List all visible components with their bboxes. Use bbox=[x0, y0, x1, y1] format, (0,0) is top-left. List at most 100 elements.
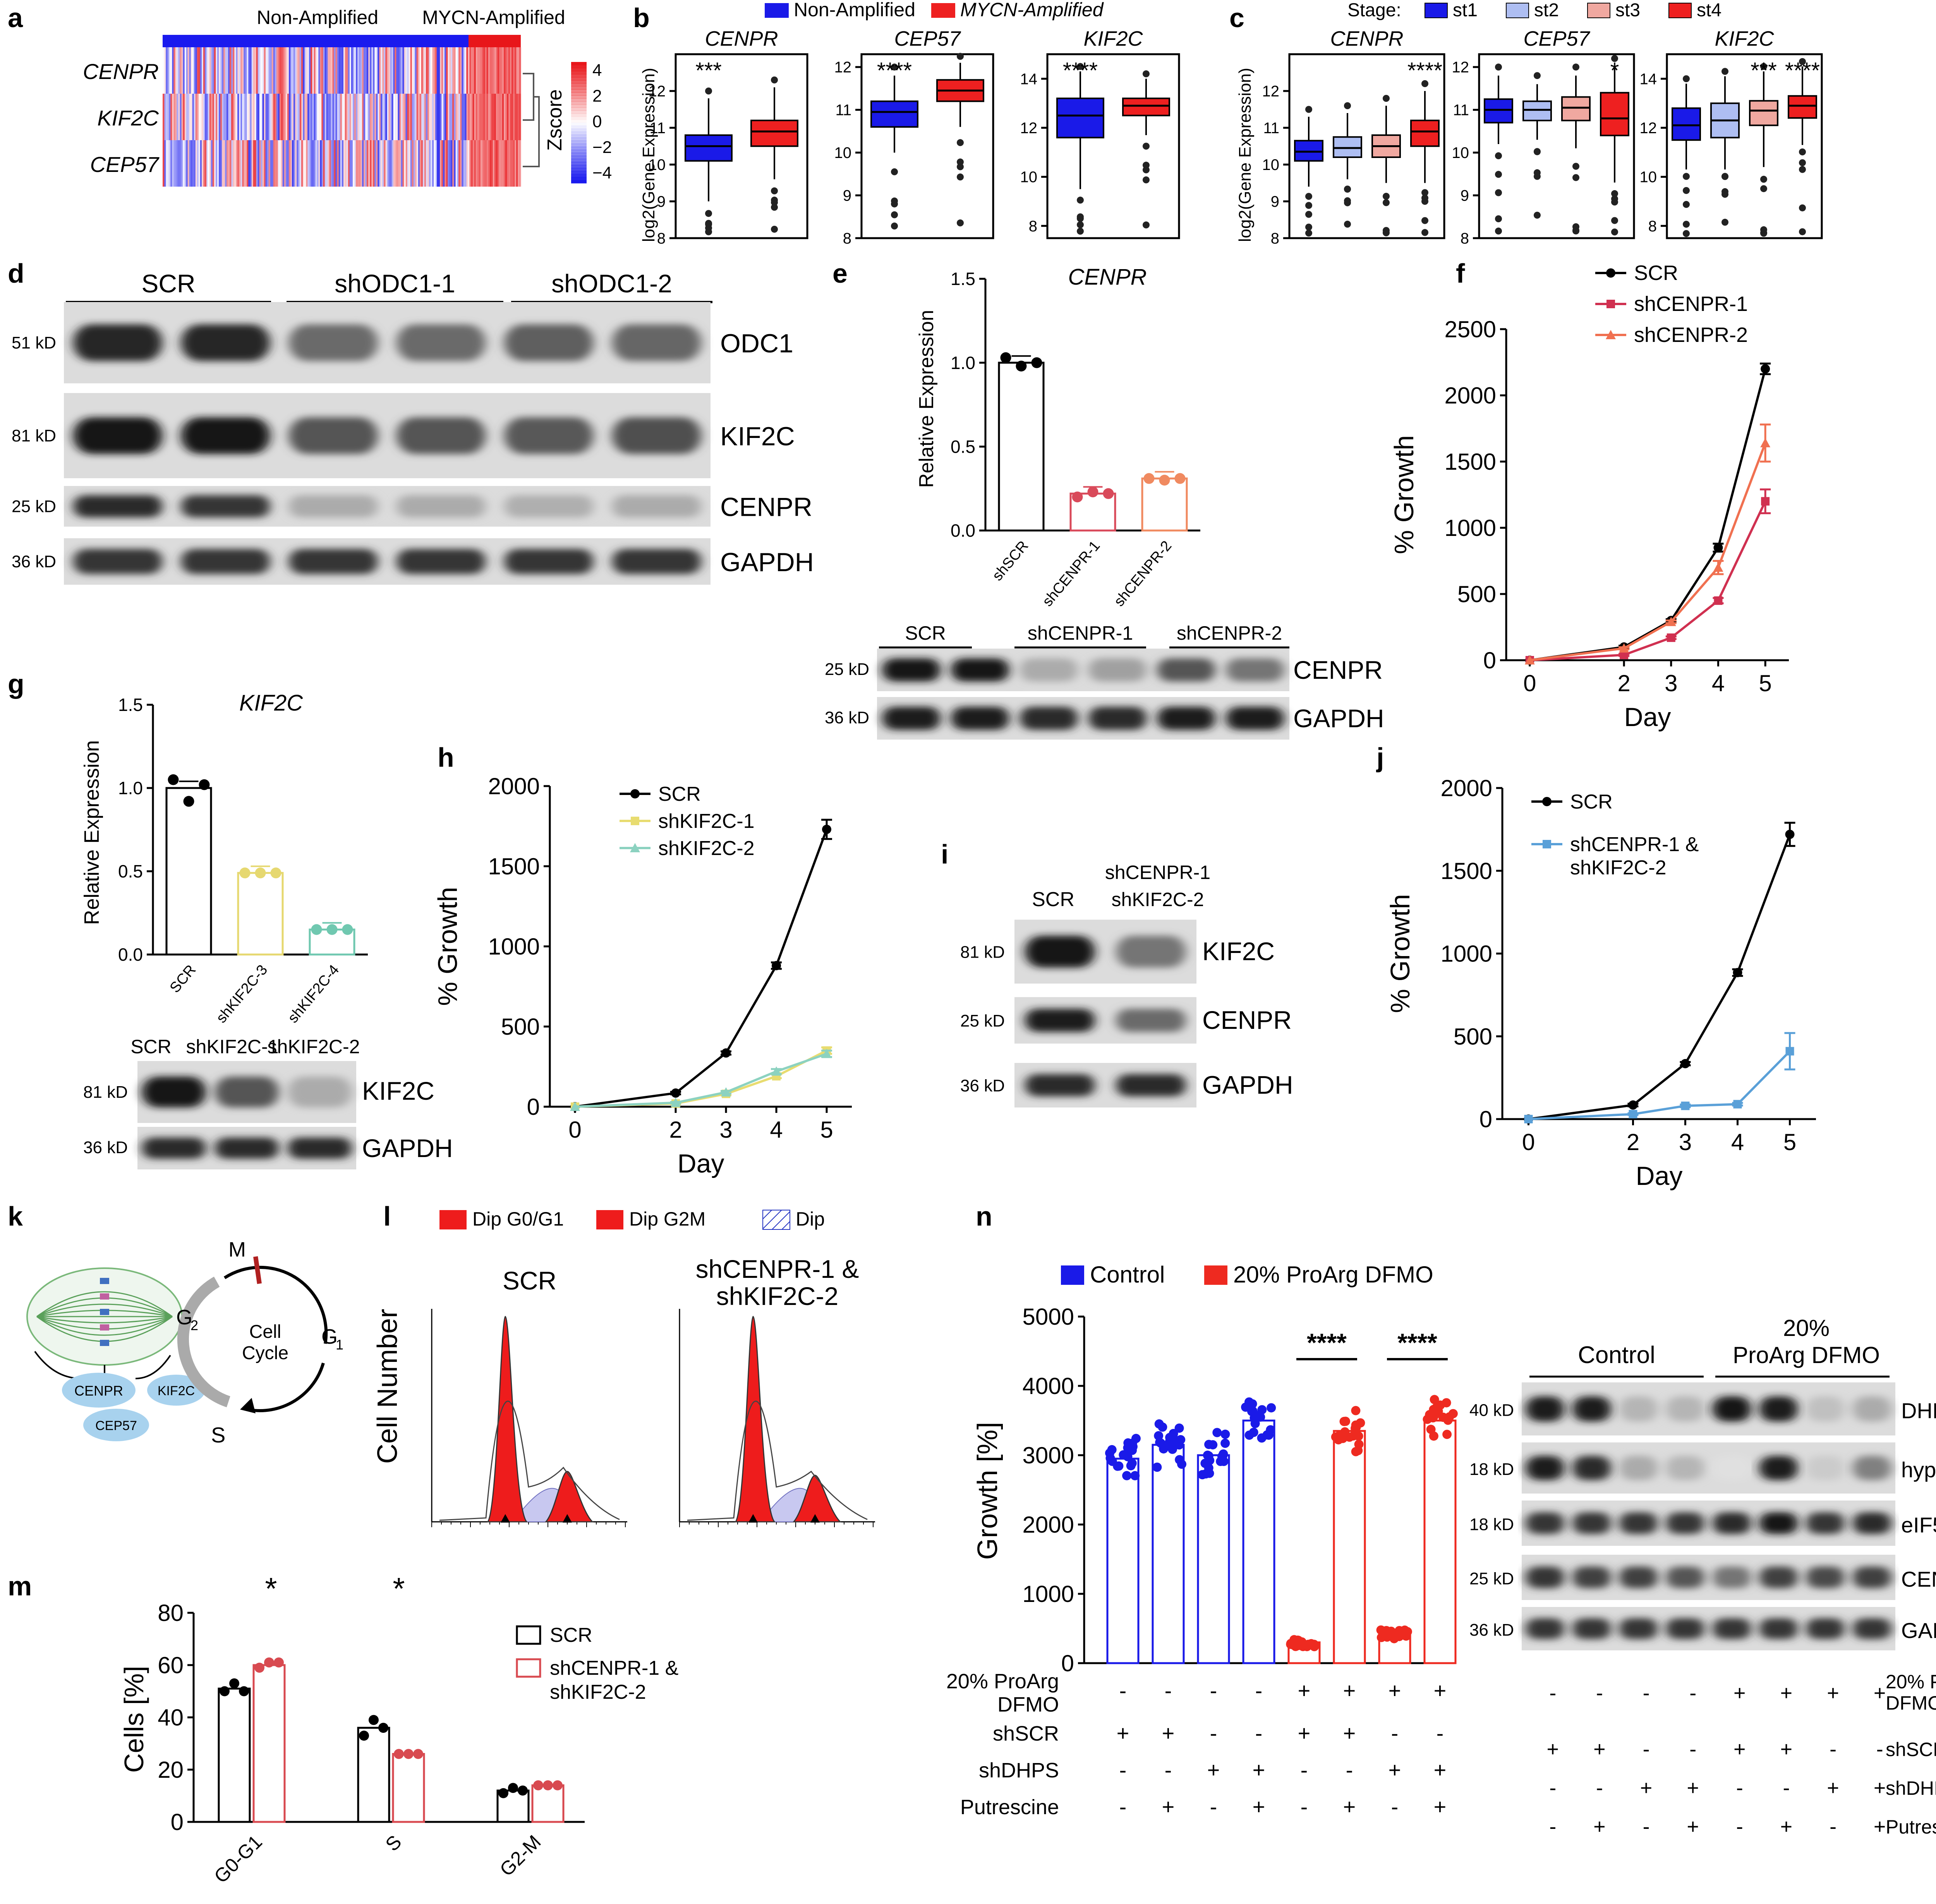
condition-mark: + bbox=[1780, 1737, 1793, 1761]
bar bbox=[998, 362, 1045, 532]
heat-cell bbox=[465, 94, 467, 140]
data-point bbox=[1761, 364, 1770, 374]
data-point bbox=[1212, 1428, 1222, 1437]
colorbar-step bbox=[571, 125, 587, 129]
heat-cell bbox=[518, 94, 520, 140]
heat-cell bbox=[292, 94, 294, 140]
kd-marker: 36 kD bbox=[825, 708, 869, 727]
blot-row-band bbox=[882, 658, 941, 682]
colorbar-step bbox=[571, 80, 587, 84]
colorbar-step bbox=[571, 92, 587, 96]
outlier bbox=[1534, 211, 1541, 219]
heat-cell bbox=[398, 47, 400, 94]
heat-cell bbox=[500, 140, 503, 187]
heat-cell bbox=[462, 47, 463, 94]
box bbox=[1561, 96, 1591, 122]
heat-cell bbox=[292, 47, 294, 94]
heat-cell bbox=[421, 94, 423, 140]
condition-mark: + bbox=[1874, 1776, 1886, 1799]
heat-cell bbox=[204, 47, 207, 94]
heat-cell bbox=[221, 94, 224, 140]
outlier bbox=[1534, 148, 1541, 155]
heat-cell bbox=[284, 47, 286, 94]
heat-cell bbox=[482, 140, 484, 187]
data-point bbox=[1103, 488, 1114, 499]
cycle-arrowhead bbox=[240, 1398, 256, 1413]
heat-cell bbox=[268, 140, 271, 187]
lane-group-label: SCR bbox=[141, 269, 195, 298]
lane-group-label: SCR bbox=[905, 622, 946, 644]
heat-cell bbox=[432, 94, 434, 140]
heat-cell bbox=[466, 47, 468, 94]
outlier bbox=[1534, 169, 1541, 177]
heat-cell bbox=[390, 94, 392, 140]
heat-cell bbox=[469, 47, 471, 94]
heat-cell bbox=[457, 94, 459, 140]
condition-mark: - bbox=[1689, 1737, 1696, 1761]
heat-cell bbox=[318, 140, 320, 187]
heat-cell bbox=[267, 140, 269, 187]
heat-cell bbox=[396, 47, 398, 94]
legend-swatch bbox=[1587, 3, 1610, 18]
colorbar-step bbox=[571, 131, 587, 135]
data-point bbox=[1443, 1415, 1453, 1425]
lane-label: shKIF2C-2 bbox=[1112, 889, 1204, 910]
heat-cell bbox=[278, 140, 280, 187]
heat-cell bbox=[451, 94, 453, 140]
outlier bbox=[1683, 221, 1690, 228]
tick-label: 2 bbox=[1617, 670, 1630, 696]
heat-cell bbox=[410, 140, 412, 187]
protein-label: CENPR bbox=[74, 1383, 123, 1399]
heat-cell bbox=[335, 140, 337, 187]
heat-cell bbox=[345, 140, 347, 187]
heat-cell bbox=[256, 94, 258, 140]
heat-cell bbox=[382, 47, 384, 94]
data-point bbox=[1713, 562, 1723, 572]
legend-label: MYCN-Amplified bbox=[960, 0, 1104, 21]
heat-cell bbox=[471, 140, 473, 187]
tick-label: 500 bbox=[1457, 581, 1496, 607]
condition-mark: + bbox=[1434, 1678, 1447, 1703]
heat-cell bbox=[195, 94, 197, 140]
heat-cell bbox=[237, 140, 239, 187]
heat-cell bbox=[296, 140, 299, 187]
heat-cell bbox=[462, 140, 463, 187]
data-point bbox=[311, 924, 322, 935]
lane-group-label: 20% bbox=[1783, 1315, 1830, 1341]
heat-cell bbox=[323, 140, 325, 187]
heat-cell bbox=[209, 94, 211, 140]
heat-cell bbox=[479, 94, 481, 140]
legend-label: shCENPR-1 & bbox=[550, 1657, 678, 1679]
heat-cell bbox=[331, 94, 333, 140]
significance: **** bbox=[1397, 1328, 1437, 1357]
legend-label: shKIF2C-1 bbox=[658, 810, 755, 833]
heat-cell bbox=[399, 140, 401, 187]
cenpr-bubble bbox=[62, 1373, 136, 1408]
heat-cell bbox=[315, 47, 317, 94]
data-point bbox=[1000, 352, 1011, 363]
heat-cell bbox=[312, 47, 314, 94]
blot-row-band bbox=[612, 324, 701, 361]
heat-cell bbox=[254, 94, 256, 140]
heat-cell bbox=[226, 140, 228, 187]
heat-cell bbox=[387, 47, 389, 94]
data-point bbox=[518, 1786, 528, 1796]
colorbar-step bbox=[571, 149, 587, 153]
data-point bbox=[1249, 1428, 1258, 1437]
outlier bbox=[891, 197, 898, 205]
legend-label: shKIF2C-2 bbox=[550, 1681, 646, 1703]
heat-cell bbox=[181, 47, 183, 94]
heat-cell bbox=[410, 47, 412, 94]
heat-cell bbox=[191, 94, 192, 140]
heat-cell bbox=[401, 140, 403, 187]
outlier bbox=[705, 220, 712, 227]
heat-cell bbox=[178, 94, 180, 140]
histogram-title: shCENPR-1 & bbox=[696, 1255, 859, 1283]
heat-cell bbox=[231, 140, 233, 187]
heat-cell bbox=[460, 94, 462, 140]
outlier bbox=[705, 228, 712, 235]
heat-cell bbox=[276, 47, 278, 94]
heat-cell bbox=[360, 140, 362, 187]
data-point bbox=[1666, 616, 1676, 626]
heat-cell bbox=[381, 47, 383, 94]
